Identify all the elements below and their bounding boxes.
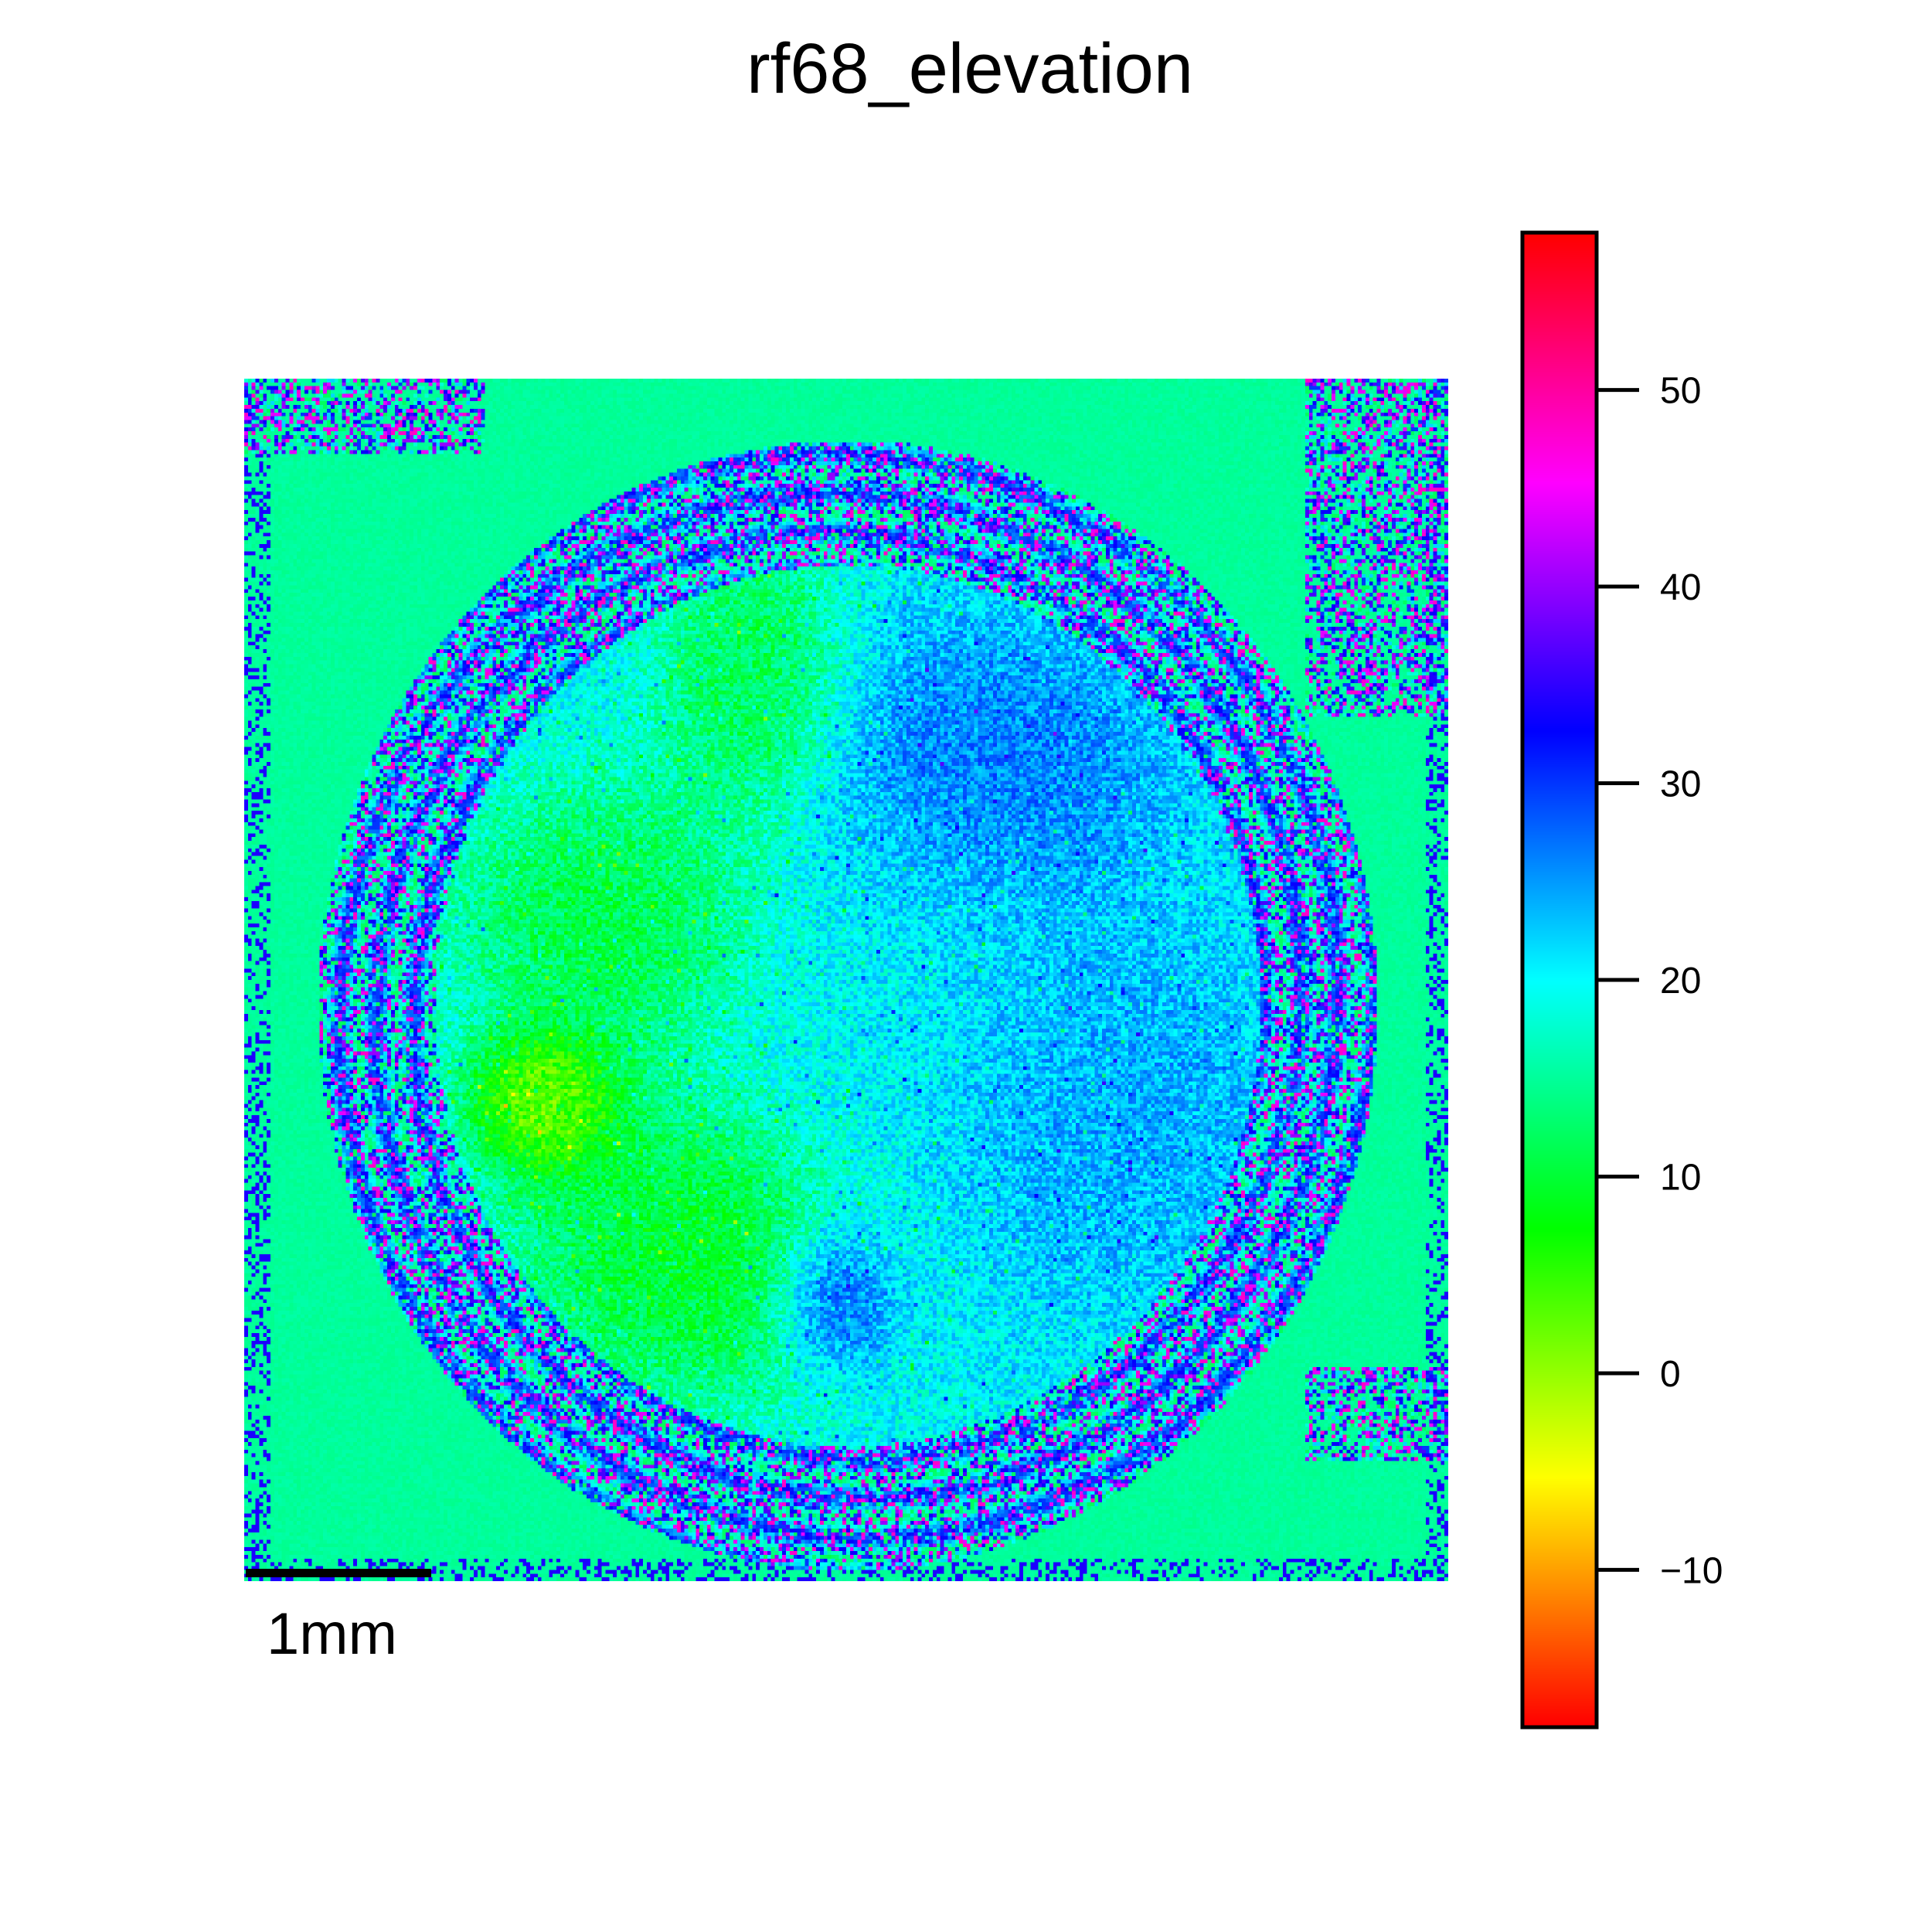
colorbar-tick-label: 40 <box>1660 567 1701 608</box>
scale-bar: 1mm <box>246 1569 431 1667</box>
colorbar-ticks: −10 0 10 20 30 40 50 <box>1597 371 1723 1591</box>
colorbar-tick-label: 10 <box>1660 1157 1701 1198</box>
colorbar-tick-label: 50 <box>1660 371 1701 412</box>
colorbar-tick-label: 0 <box>1660 1354 1681 1395</box>
scale-bar-label: 1mm <box>267 1601 397 1667</box>
colorbar: −10 0 10 20 30 40 50 <box>1520 230 1723 1730</box>
colorbar-tick-label: 30 <box>1660 764 1701 805</box>
colorbar-tick-label: 20 <box>1660 961 1701 1002</box>
scale-bar-line <box>246 1569 431 1577</box>
colorbar-tick-label: −10 <box>1660 1550 1723 1591</box>
chart-title: rf68_elevation <box>747 29 1193 108</box>
heatmap-image <box>244 379 1448 1581</box>
